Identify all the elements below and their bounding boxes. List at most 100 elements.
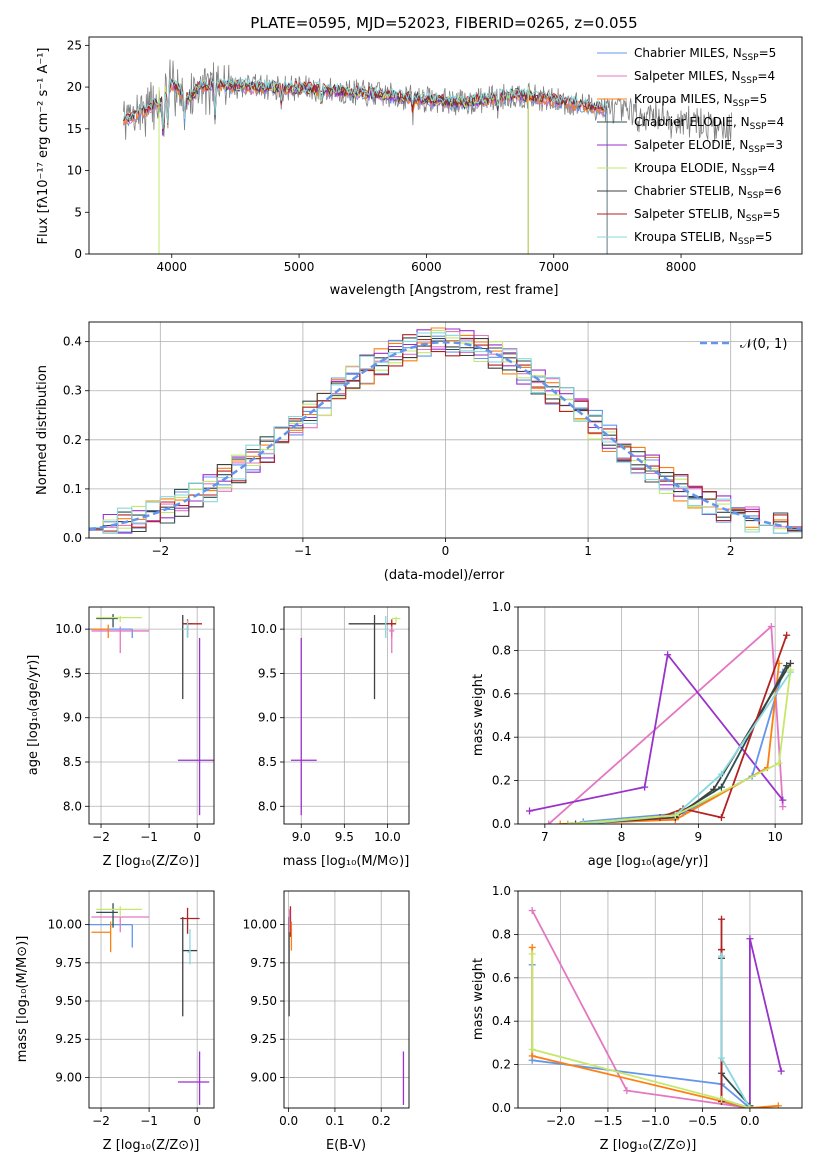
mass-vs-Z-panel: −2 −1 0 9.00 9.25 9.50 9.75 10.00 — [48, 890, 215, 1128]
x-tick-label: −2 — [92, 1114, 110, 1128]
weight-vs-age-panel: 7 8 9 10 0.0 0.2 0.4 0.6 0.8 1.0 — [492, 600, 803, 844]
legend-label: Chabrier MILES, NSSP=5 — [634, 46, 776, 63]
legend-label-sub: SSP — [738, 237, 755, 247]
y-tick-label: 1.0 — [492, 884, 511, 898]
y-tick-label: 9.50 — [250, 994, 277, 1008]
legend-label-sub: SSP — [733, 99, 750, 109]
legend-label-sub: SSP — [742, 53, 759, 63]
y-tick-label: 1.0 — [492, 600, 511, 614]
residuals-panel: −2 −1 0 1 2 0.0 0.1 0.2 0.3 0.4 — [63, 321, 803, 558]
wage-ylabel: mass weight — [471, 674, 486, 756]
y-tick-label: 0.4 — [492, 730, 511, 744]
y-tick-label: 9.5 — [63, 666, 82, 680]
y-tick-label: 10 — [67, 164, 82, 178]
normal-curve — [89, 340, 802, 531]
x-tick-label: 9 — [695, 830, 703, 844]
legend-label-sub: SSP — [750, 122, 767, 132]
axes-frame — [88, 606, 215, 825]
residuals-legend: 𝒩(0, 1) — [700, 337, 787, 352]
age-vs-Z-panel: −2 −1 0 8.0 8.5 9.0 9.5 10.0 — [55, 606, 215, 844]
legend-label: Salpeter STELIB, NSSP=5 — [634, 207, 780, 224]
x-tick-label: 9.0 — [292, 830, 311, 844]
x-tick-label: −1 — [140, 830, 158, 844]
x-tick-label: −1.0 — [641, 1114, 670, 1128]
axes-frame — [283, 890, 410, 1109]
y-tick-label: 9.0 — [258, 711, 277, 725]
y-tick-label: 0 — [74, 247, 82, 261]
y-tick-label: 8.0 — [63, 799, 82, 813]
y-tick-label: 9.5 — [258, 666, 277, 680]
legend-label: Kroupa STELIB, NSSP=5 — [634, 230, 772, 247]
axes-frame — [88, 36, 803, 255]
legend-label-sub: SSP — [741, 168, 758, 178]
y-tick-label: 9.25 — [250, 1032, 277, 1046]
weight-line-8 — [531, 953, 751, 1108]
y-tick-label: 0.4 — [492, 1014, 511, 1028]
legend-label-sub: SSP — [746, 214, 763, 224]
legend-label-main: Chabrier ELODIE, N — [634, 115, 750, 129]
figure-title: PLATE=0595, MJD=52023, FIBERID=0265, z=0… — [250, 14, 637, 32]
x-tick-label: 10 — [767, 830, 782, 844]
axes-frame — [88, 890, 215, 1109]
y-tick-label: 0.2 — [492, 774, 511, 788]
legend-label: Salpeter ELODIE, NSSP=3 — [634, 138, 783, 155]
y-tick-label: 9.00 — [55, 1070, 82, 1084]
legend-label-main: Salpeter STELIB, N — [634, 207, 746, 221]
y-tick-label: 0.2 — [63, 433, 82, 447]
y-tick-label: 9.00 — [250, 1070, 277, 1084]
y-tick-label: 0.0 — [492, 1101, 511, 1115]
weight-line-1 — [529, 652, 784, 812]
y-tick-label: 10.0 — [250, 622, 277, 636]
legend-label-tail: =4 — [757, 161, 775, 175]
wage-xlabel: age [log₁₀(age/yr)] — [588, 854, 709, 869]
legend-label-main: Salpeter MILES, N — [634, 69, 741, 83]
legend-label-main: Chabrier STELIB, N — [634, 184, 747, 198]
weight-line-5 — [720, 958, 751, 1108]
x-tick-label: 7 — [541, 830, 549, 844]
model-spectrum-6 — [123, 77, 608, 254]
weight-line-4 — [567, 665, 788, 824]
y-tick-label: 15 — [67, 122, 82, 136]
errorbars — [288, 906, 405, 1105]
hist-6 — [89, 338, 802, 533]
axes-frame — [517, 606, 803, 825]
y-tick-label: 10.00 — [48, 918, 82, 932]
wz-xlabel: Z [log₁₀(Z/Z⊙)] — [600, 1138, 697, 1153]
x-tick-label: 5000 — [284, 260, 315, 274]
weight-line-7 — [720, 956, 751, 1108]
weight-line-3 — [560, 663, 780, 824]
y-tick-label: 0.0 — [63, 531, 82, 545]
legend-label-main: Salpeter ELODIE, N — [634, 138, 748, 152]
x-tick-label: 4000 — [156, 260, 187, 274]
legend-label: Kroupa MILES, NSSP=5 — [634, 92, 767, 109]
y-tick-label: 0.8 — [492, 927, 511, 941]
hist-4 — [89, 328, 802, 534]
errorbars — [89, 903, 210, 1105]
model-spectrum-4 — [158, 80, 529, 254]
x-tick-label: −2 — [92, 830, 110, 844]
x-tick-label: 0.1 — [325, 1114, 344, 1128]
legend-label-tail: =5 — [759, 46, 777, 60]
legend-label-tail: =5 — [750, 92, 768, 106]
legend-label: Salpeter MILES, NSSP=4 — [634, 69, 775, 86]
legend-label-sub: SSP — [741, 76, 758, 86]
weight-line-8 — [567, 669, 792, 824]
x-tick-label: 0 — [442, 544, 450, 558]
weight-line-2 — [583, 671, 784, 823]
weight-line-0 — [548, 624, 784, 824]
axes-frame — [283, 606, 410, 825]
wz-ylabel: mass weight — [471, 958, 486, 1040]
y-tick-label: 20 — [67, 80, 82, 94]
y-tick-label: 10.00 — [243, 918, 277, 932]
y-tick-label: 9.75 — [250, 956, 277, 970]
model-spectrum-2 — [122, 82, 608, 254]
x-tick-label: 8 — [618, 830, 626, 844]
axes-frame — [88, 321, 803, 539]
weight-vs-Z-panel: −2.0 −1.5 −1.0 −0.5 0.0 0.0 0.2 0.4 0.6 0.8 1.0 — [492, 884, 803, 1128]
y-tick-label: 9.75 — [55, 956, 82, 970]
y-tick-label: 0.0 — [492, 817, 511, 831]
x-tick-label: 0.0 — [279, 1114, 298, 1128]
legend-label-main: Chabrier MILES, N — [634, 46, 742, 60]
